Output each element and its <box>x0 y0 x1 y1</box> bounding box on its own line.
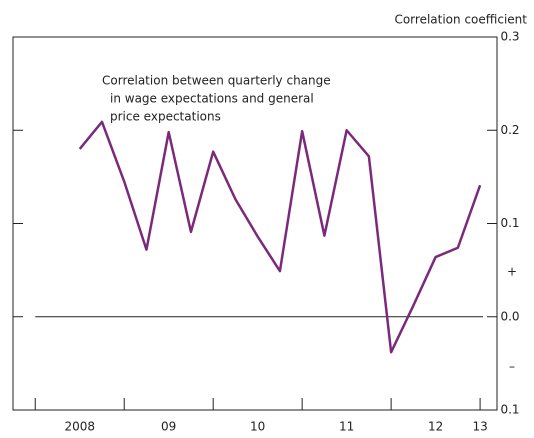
x-tick-label: 10 <box>250 420 265 434</box>
y-tick-label: 0.2 <box>500 123 519 137</box>
y-tick-label: 0.0 <box>500 309 519 323</box>
x-tick-label: 09 <box>161 420 176 434</box>
axis-label: Correlation coefficient <box>394 13 527 27</box>
data-line <box>78 120 482 354</box>
y-tick-label: 0.1 <box>500 216 519 230</box>
annotation: price expectations <box>110 110 221 124</box>
x-tick-label: 12 <box>428 420 443 434</box>
x-tick-label: 13 <box>472 420 487 434</box>
sign-label: – <box>509 360 515 374</box>
x-tick-label: 11 <box>339 420 354 434</box>
annotation: Correlation between quarterly change <box>102 74 331 88</box>
sign-label: + <box>507 265 517 279</box>
annotation: in wage expectations and general <box>110 92 314 106</box>
x-tick-label: 2008 <box>64 420 95 434</box>
y-tick-label: 0.1 <box>500 403 519 417</box>
y-tick-label: 0.3 <box>500 30 519 44</box>
